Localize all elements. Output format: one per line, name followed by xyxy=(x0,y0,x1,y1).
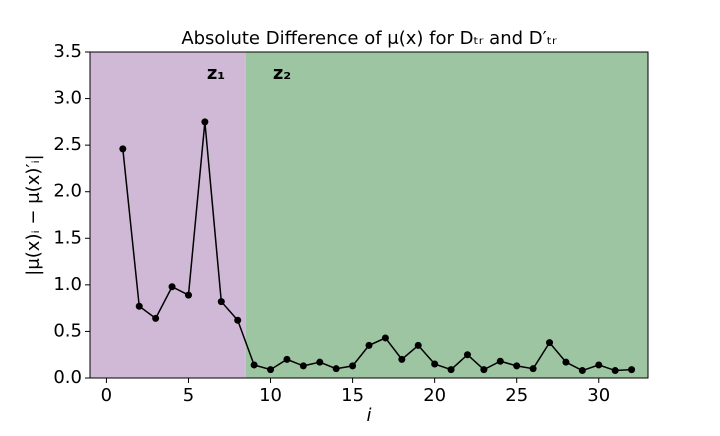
region xyxy=(90,52,246,378)
plot-frame xyxy=(89,51,649,379)
point xyxy=(168,283,176,291)
point xyxy=(217,298,225,306)
y-tick-label: 3.5 xyxy=(53,41,82,62)
point xyxy=(628,366,636,374)
point xyxy=(201,118,209,126)
point xyxy=(463,351,471,359)
point xyxy=(611,367,619,375)
point xyxy=(562,358,570,366)
x-tick-label: 20 xyxy=(423,385,446,406)
y-tick-label: 0.5 xyxy=(53,320,82,341)
x-tick-label: 30 xyxy=(587,385,610,406)
chart-title: Absolute Difference of μ(x) for Dₜᵣ and … xyxy=(181,28,557,49)
point xyxy=(529,365,537,373)
y-axis-label: |μ(x)ᵢ − μ(x)′ᵢ| xyxy=(23,154,44,275)
x-tick-label: 0 xyxy=(101,385,112,406)
point xyxy=(546,339,554,347)
point xyxy=(184,291,192,299)
point xyxy=(135,302,143,310)
y-tick-label: 1.5 xyxy=(53,227,82,248)
point xyxy=(381,334,389,342)
point xyxy=(398,355,406,363)
point xyxy=(119,145,127,153)
point xyxy=(332,365,340,373)
y-tick-label: 1.0 xyxy=(53,274,82,295)
x-tick-label: 5 xyxy=(183,385,194,406)
line xyxy=(122,121,632,372)
point xyxy=(349,362,357,370)
point xyxy=(283,355,291,363)
x-tick-label: 10 xyxy=(259,385,282,406)
point xyxy=(267,366,275,374)
point xyxy=(513,362,521,370)
point xyxy=(250,361,258,369)
point xyxy=(447,366,455,374)
point xyxy=(414,341,422,349)
point xyxy=(496,357,504,365)
point xyxy=(316,358,324,366)
x-tick-label: 25 xyxy=(505,385,528,406)
x-axis-label: i xyxy=(366,405,371,426)
point xyxy=(152,314,160,322)
y-tick-label: 0.0 xyxy=(53,367,82,388)
x-tick-label: 15 xyxy=(341,385,364,406)
annotation: z₂ xyxy=(273,63,291,84)
y-tick-label: 2.0 xyxy=(53,181,82,202)
point xyxy=(234,316,242,324)
y-tick-label: 3.0 xyxy=(53,88,82,109)
regions xyxy=(90,52,649,378)
y-tick-label: 2.5 xyxy=(53,134,82,155)
point xyxy=(578,367,586,375)
point xyxy=(299,362,307,370)
region xyxy=(245,52,649,378)
annotation: z₁ xyxy=(207,63,225,84)
point xyxy=(480,366,488,374)
point xyxy=(365,341,373,349)
point xyxy=(595,361,603,369)
point xyxy=(431,360,439,368)
